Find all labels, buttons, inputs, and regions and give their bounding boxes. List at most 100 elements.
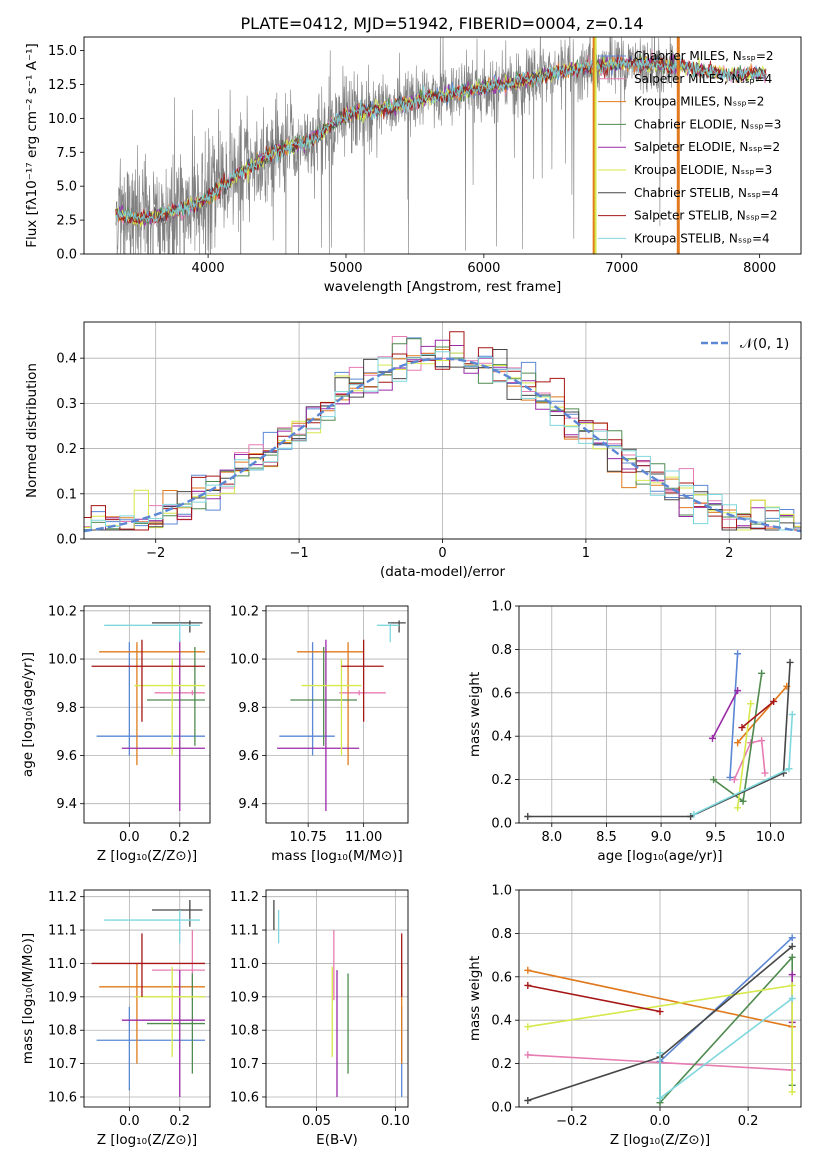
- x-tick-label: 6000: [467, 261, 500, 276]
- data-point: [341, 639, 384, 722]
- weight-line: [733, 739, 766, 780]
- marker-plus: [788, 953, 796, 961]
- marker-plus: [524, 1096, 532, 1104]
- marker-plus: [739, 797, 747, 805]
- marker-plus: [656, 1094, 664, 1102]
- y-tick-label: 9.8: [238, 701, 259, 716]
- marker-plus: [734, 804, 742, 812]
- x-tick-label: 9.5: [705, 830, 726, 845]
- y-tick-label: 11.1: [48, 924, 77, 939]
- y-tick-label: 10.8: [230, 1024, 259, 1039]
- y-tick-label: 0.1: [56, 487, 77, 502]
- y-tick-label: 10.2: [48, 604, 77, 619]
- axes-frame: [83, 889, 211, 1108]
- x-axis-label: Z [log₁₀(Z/Z⊙)]: [97, 848, 197, 864]
- marker-plus: [788, 711, 796, 718]
- y-tick-label: 10.9: [230, 990, 259, 1005]
- y-tick-label: 10.7: [48, 1057, 77, 1072]
- x-axis-label: age [log₁₀(age/yr)]: [597, 848, 722, 864]
- legend-label: Salpeter MILES, Nₛₛₚ=4: [634, 72, 772, 86]
- residuals-plot-area: [84, 322, 801, 539]
- y-tick-label: 0.8: [491, 927, 512, 942]
- data-point: [99, 642, 205, 766]
- axes-frame: [83, 36, 802, 255]
- x-tick-label: 2: [725, 546, 733, 561]
- y-tick-label: 0.6: [491, 970, 512, 985]
- x-tick-label: 11.00: [345, 830, 382, 845]
- x-tick-label: 9.0: [651, 830, 672, 845]
- data-point: [147, 646, 205, 746]
- marker-plus: [788, 934, 796, 942]
- x-tick-label: 0.2: [738, 1114, 759, 1129]
- data-point: [91, 933, 205, 997]
- mass-vs-ebv-plot-area: [266, 890, 408, 1107]
- legend: 𝒩(0, 1): [701, 336, 789, 352]
- marker-plus: [770, 697, 778, 705]
- data-point: [121, 639, 205, 811]
- marker-plus: [656, 1008, 664, 1016]
- weight-series: [734, 700, 755, 812]
- mass-vs-Z-plot-area: [84, 890, 210, 1107]
- marker-plus: [758, 737, 766, 745]
- marker-plus: [734, 650, 742, 658]
- y-tick-label: 12.5: [48, 78, 77, 93]
- data-point: [104, 910, 200, 944]
- weight-line: [659, 955, 793, 1105]
- weight-line: [527, 662, 791, 818]
- y-tick-label: 0.0: [491, 817, 512, 832]
- x-tick-label: 0.2: [169, 1114, 190, 1129]
- data-point: [290, 646, 357, 746]
- legend-label: Chabrier STELIB, Nₛₛₚ=4: [634, 186, 779, 200]
- spectrum-panel: 4000 5000 6000 7000 8000 0.0 2.5 5.0 7.5 10.0 12.5…: [24, 36, 802, 295]
- weight-series: [524, 981, 664, 1016]
- y-tick-label: 9.4: [238, 797, 259, 812]
- marker-plus: [788, 942, 796, 950]
- y-tick-label: 10.9: [48, 990, 77, 1005]
- legend-label: 𝒩(0, 1): [740, 336, 789, 352]
- weight-series: [656, 934, 796, 1065]
- data-point: [134, 966, 205, 1057]
- marker-plus: [726, 773, 734, 781]
- legend-label: Chabrier ELODIE, Nₛₛₚ=3: [634, 117, 781, 131]
- x-tick-label: 0.0: [119, 1114, 140, 1129]
- mass-vs-Z-panel: 0.0 0.2 10.6 10.7 10.8 10.9 11.0 11.1 11.2 Z [log…: [20, 889, 211, 1148]
- weight-vs-Z-plot-area: [519, 890, 801, 1107]
- weight-line: [659, 997, 793, 1100]
- x-tick-label: 4000: [192, 261, 225, 276]
- data-point: [96, 1006, 205, 1091]
- x-axis-label: (data-model)/error: [380, 564, 506, 580]
- normal-reference-curve: [84, 357, 801, 533]
- x-tick-label: 7000: [605, 261, 638, 276]
- x-tick-label: −1: [290, 546, 309, 561]
- y-tick-label: 0.4: [491, 1014, 512, 1029]
- y-tick-label: 10.8: [48, 1024, 77, 1039]
- weight-series: [734, 682, 791, 747]
- y-axis-label: mass [log₁₀(M/M⊙)]: [20, 933, 36, 1064]
- data-point: [277, 639, 360, 811]
- y-tick-label: 0.2: [56, 442, 77, 457]
- x-tick-label: 0.0: [119, 830, 140, 845]
- residuals-panel: −2 −1 0 1 2 0.0 0.1 0.2 0.3 0.4 (data-model)/error…: [24, 321, 802, 580]
- weight-series: [730, 737, 769, 784]
- weight-vs-age-plot-area: [519, 606, 801, 823]
- data-point: [134, 659, 205, 756]
- y-tick-label: 1.0: [491, 884, 512, 899]
- x-tick-label: 1: [582, 546, 590, 561]
- legend-label: Kroupa MILES, Nₛₛₚ=2: [634, 95, 764, 109]
- y-tick-label: 10.6: [230, 1090, 259, 1105]
- data-point: [152, 900, 203, 927]
- data-point: [152, 620, 203, 633]
- x-tick-label: 0.10: [381, 1114, 410, 1129]
- model-spectrum: [115, 54, 767, 224]
- weight-line: [741, 700, 775, 729]
- weight-line: [659, 937, 793, 1062]
- y-axis-label: mass weight: [467, 956, 483, 1041]
- marker-plus: [786, 658, 794, 666]
- marker-plus: [788, 995, 796, 1002]
- data-point: [147, 973, 205, 1074]
- marker-plus: [734, 739, 742, 747]
- weight-series: [690, 711, 796, 818]
- y-axis-label: age [log₁₀(age/yr)]: [20, 652, 36, 777]
- marker-plus: [734, 687, 742, 695]
- y-tick-label: 2.5: [56, 214, 77, 229]
